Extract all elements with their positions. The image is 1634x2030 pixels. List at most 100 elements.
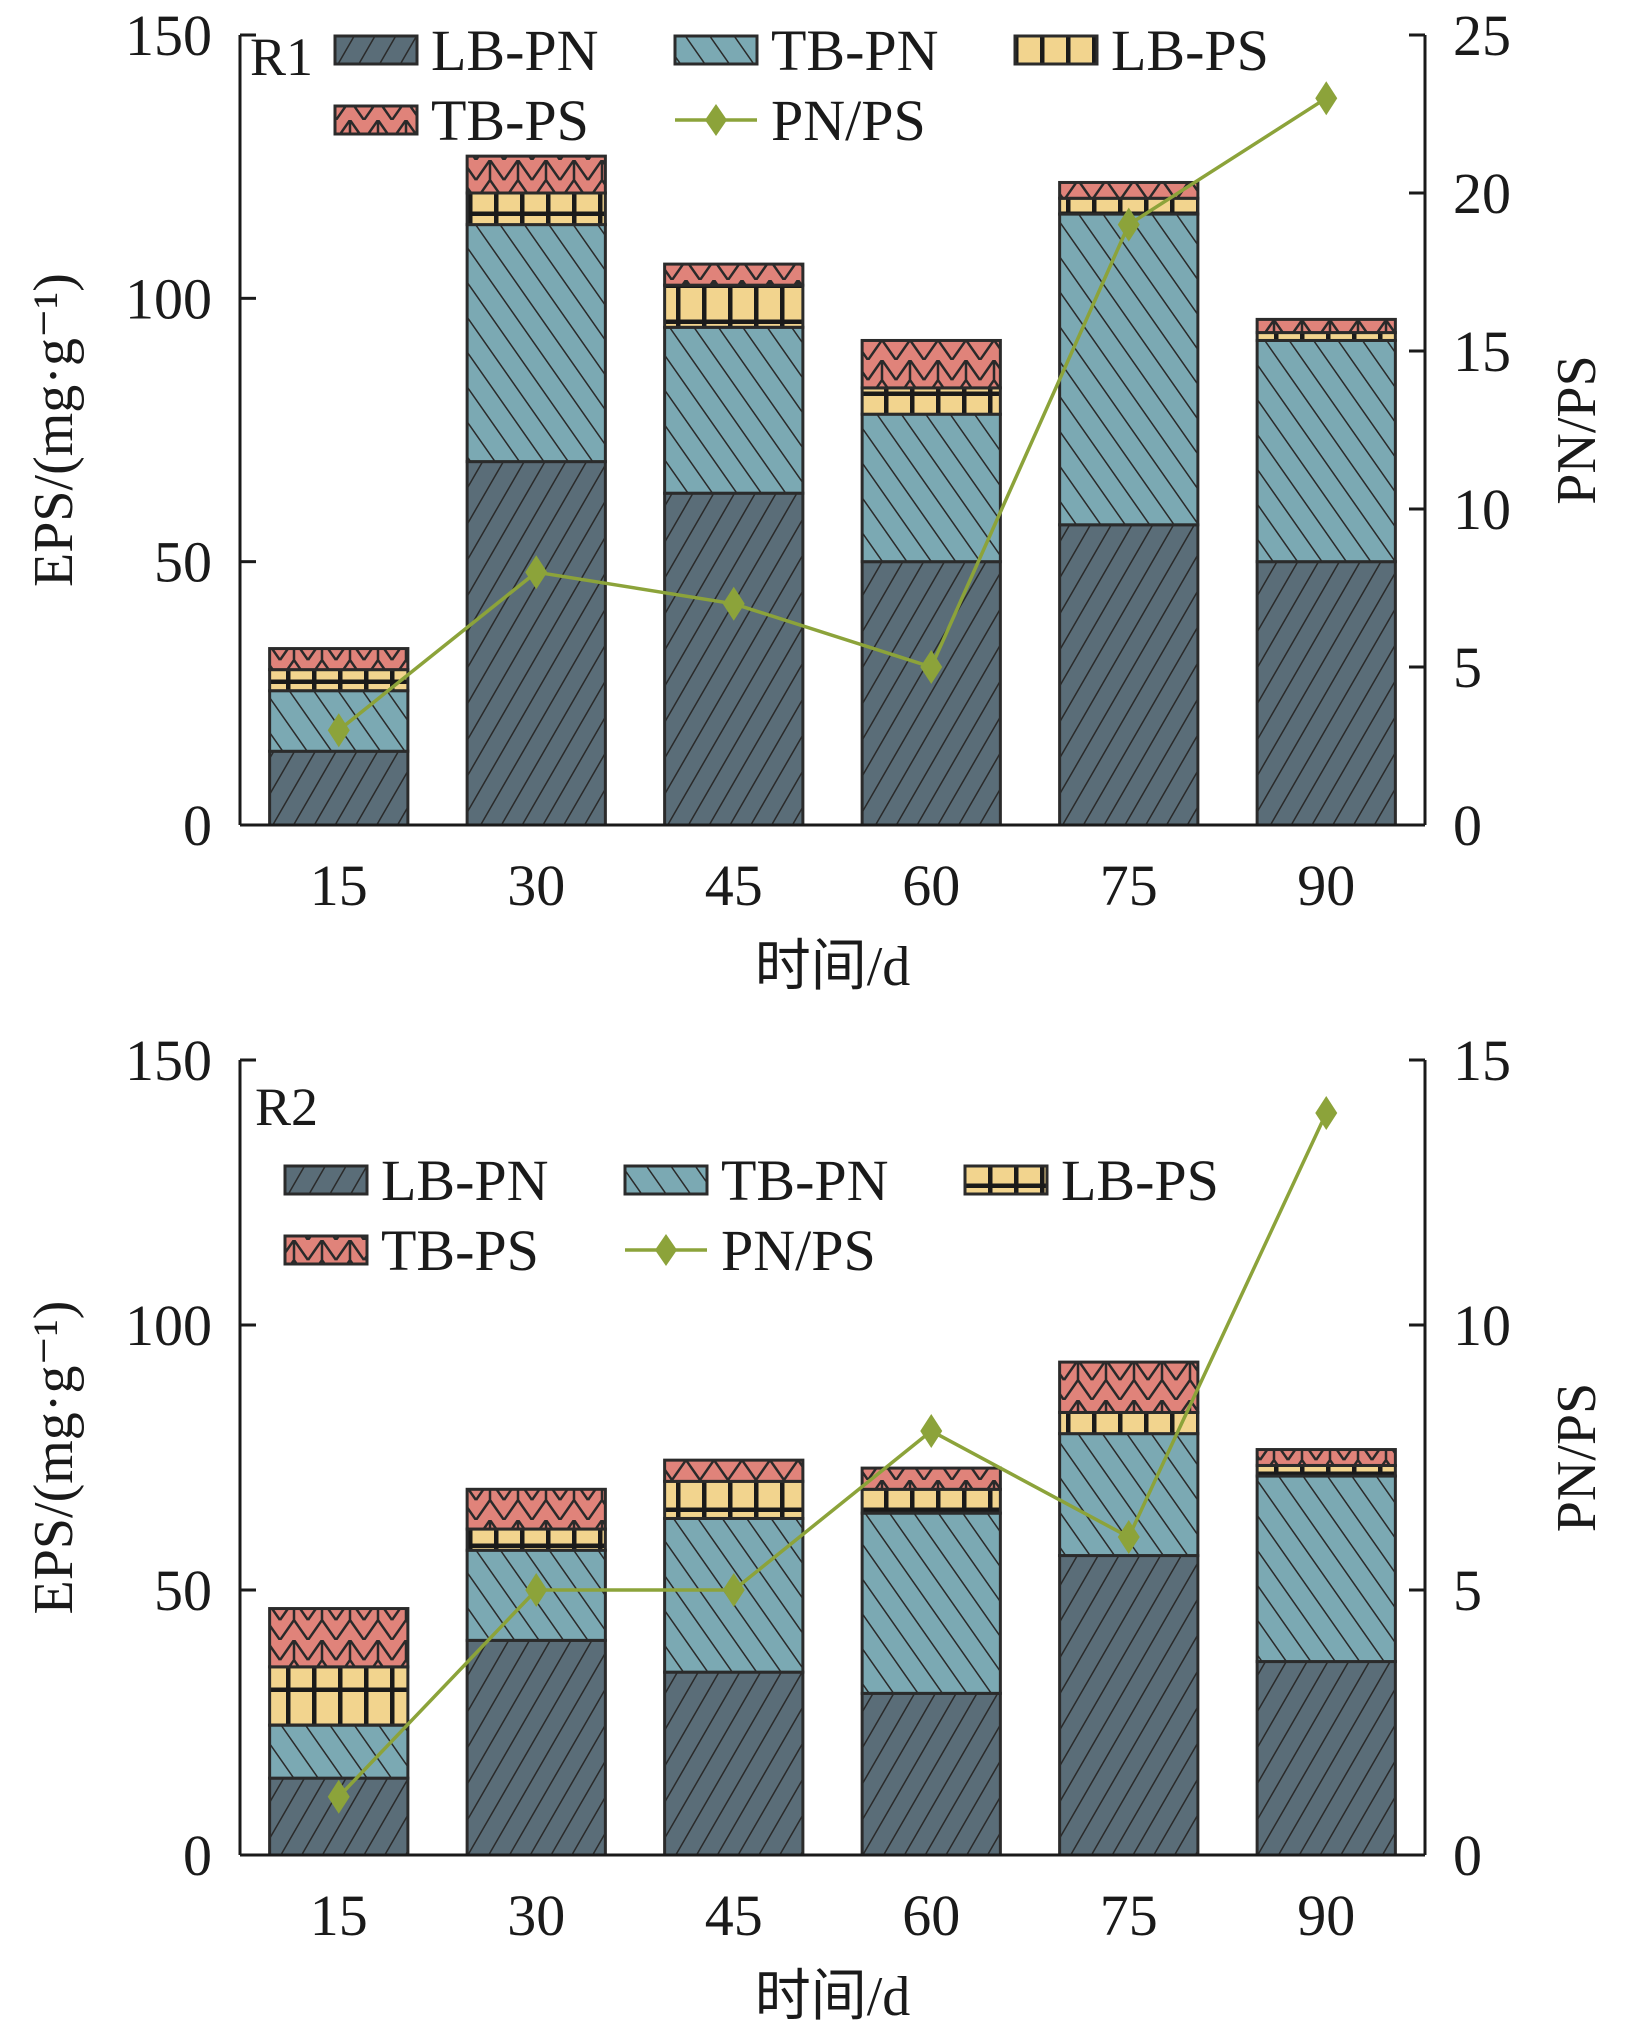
panel-label: R2 xyxy=(255,1077,318,1137)
bar-lb-ps-30 xyxy=(465,191,607,227)
y2-axis-title: PN/PS xyxy=(1546,1383,1608,1532)
x-tick-label: 45 xyxy=(705,1883,763,1948)
y2-tick-label: 10 xyxy=(1453,477,1511,542)
legend-label: LB-PN xyxy=(381,1148,549,1213)
bar-lb-pn-30 xyxy=(465,1638,607,1857)
pn-ps-marker-60 xyxy=(920,650,943,684)
bar-tb-ps-15 xyxy=(268,647,410,672)
bar-lb-pn-60 xyxy=(860,560,1002,827)
bar-lb-ps-90 xyxy=(1255,1463,1397,1478)
legend-label: LB-PN xyxy=(431,18,599,83)
legend-item-pn-ps: PN/PS xyxy=(675,88,926,153)
bar-tb-pn-30 xyxy=(465,223,607,464)
legend-item-tb-pn: TB-PN xyxy=(623,1148,889,1213)
pn-ps-marker-30 xyxy=(525,1573,548,1607)
pn-ps-marker-45 xyxy=(722,586,745,621)
bar-lb-pn-60 xyxy=(860,1691,1002,1857)
legend-item-lb-ps: LB-PS xyxy=(963,1148,1219,1213)
pn-ps-line xyxy=(337,96,1328,732)
pn-ps-marker-15 xyxy=(327,713,350,748)
bar-tb-ps-75 xyxy=(1058,1360,1200,1414)
bar-tb-ps-30 xyxy=(465,154,607,195)
legend-item-lb-pn: LB-PN xyxy=(283,1148,549,1213)
bar-tb-pn-90 xyxy=(1255,338,1397,564)
legend-label: TB-PN xyxy=(771,18,939,83)
y-axis-title: EPS/(mg·g⁻¹) xyxy=(23,273,85,587)
legend: LB-PN TB-PN LB-PS TB-PS PN/PS xyxy=(333,18,1269,153)
panel-r1: 0 50 100 150 0 5 10 15 20 25 15 30 45 60 75 90 时间/d EPS/(… xyxy=(23,3,1608,998)
x-tick-label: 15 xyxy=(310,853,368,918)
bar-lb-ps-45 xyxy=(663,283,805,329)
bar-tb-pn-60 xyxy=(860,412,1002,564)
bar-lb-pn-45 xyxy=(663,491,805,827)
y-tick-label: 0 xyxy=(183,1823,212,1888)
bar-lb-ps-60 xyxy=(860,386,1002,416)
pn-ps-marker-75 xyxy=(1117,207,1140,242)
y-tick-label: 150 xyxy=(125,3,212,68)
y-tick-label: 0 xyxy=(183,793,212,858)
bar-lb-pn-30 xyxy=(465,460,607,827)
y-tick-label: 100 xyxy=(125,1293,212,1358)
legend-item-pn-ps: PN/PS xyxy=(625,1218,876,1283)
bar-tb-ps-45 xyxy=(663,1458,805,1483)
x-tick-label: 75 xyxy=(1100,1883,1158,1948)
bar-tb-pn-45 xyxy=(663,325,805,495)
y-tick-label: 100 xyxy=(125,266,212,331)
bar-tb-pn-90 xyxy=(1255,1474,1397,1664)
legend-swatch xyxy=(623,1164,709,1196)
x-tick-label: 45 xyxy=(705,853,763,918)
y2-tick-label: 5 xyxy=(1453,1558,1482,1623)
bar-tb-ps-15 xyxy=(268,1607,410,1669)
y2-axis-title: PN/PS xyxy=(1546,355,1608,504)
bars xyxy=(268,1360,1397,1857)
legend-item-tb-ps: TB-PS xyxy=(333,88,589,153)
x-axis-title: 时间/d xyxy=(755,1966,911,2028)
bar-lb-pn-90 xyxy=(1255,560,1397,827)
y2-tick-label: 25 xyxy=(1453,3,1511,68)
panel-r2: 0 50 100 150 0 5 10 15 15 30 45 60 75 90 时间/d EPS/(mg·g… xyxy=(23,1028,1608,2028)
legend-marker xyxy=(655,1234,677,1266)
bar-lb-pn-90 xyxy=(1255,1660,1397,1857)
legend-marker xyxy=(705,104,727,136)
pn-ps-marker-15 xyxy=(327,1779,350,1814)
y-tick-label: 150 xyxy=(125,1028,212,1093)
bar-tb-ps-90 xyxy=(1255,1448,1397,1467)
legend-label: PN/PS xyxy=(721,1218,876,1283)
pn-ps-line xyxy=(337,1112,1328,1798)
bar-tb-pn-60 xyxy=(860,1511,1002,1695)
bar-tb-ps-75 xyxy=(1058,180,1200,200)
panel-label: R1 xyxy=(250,27,313,87)
legend-label: LB-PS xyxy=(1111,18,1269,83)
bar-lb-pn-75 xyxy=(1058,1554,1200,1857)
bar-tb-ps-30 xyxy=(465,1487,607,1531)
legend-swatch xyxy=(673,34,759,66)
x-tick-label: 15 xyxy=(310,1883,368,1948)
bar-lb-ps-60 xyxy=(860,1487,1002,1515)
pn-ps-marker-60 xyxy=(920,1414,943,1448)
pn-ps-marker-90 xyxy=(1315,81,1338,116)
legend-swatch xyxy=(1013,34,1099,66)
y2-tick-label: 10 xyxy=(1453,1293,1511,1358)
y-tick-label: 50 xyxy=(154,530,212,595)
x-axis-title: 时间/d xyxy=(755,936,911,998)
y2-tick-label: 0 xyxy=(1453,793,1482,858)
bar-lb-pn-75 xyxy=(1058,523,1200,827)
bar-tb-pn-75 xyxy=(1058,212,1200,527)
y2-tick-label: 20 xyxy=(1453,161,1511,226)
legend-label: TB-PN xyxy=(721,1148,889,1213)
legend-swatch xyxy=(333,104,419,136)
x-tick-label: 30 xyxy=(507,1883,565,1948)
legend-label: LB-PS xyxy=(1061,1148,1219,1213)
x-tick-label: 60 xyxy=(902,1883,960,1948)
legend: LB-PN TB-PN LB-PS TB-PS PN/PS xyxy=(283,1148,1219,1283)
bar-lb-ps-15 xyxy=(268,668,410,693)
x-tick-label: 90 xyxy=(1297,853,1355,918)
legend-label: PN/PS xyxy=(771,88,926,153)
bar-lb-pn-45 xyxy=(663,1670,805,1857)
legend-swatch xyxy=(963,1164,1049,1196)
pn-ps-marker-45 xyxy=(722,1573,745,1607)
pn-ps-marker-75 xyxy=(1117,1520,1140,1554)
y2-tick-label: 15 xyxy=(1453,319,1511,384)
bar-lb-pn-15 xyxy=(268,749,410,827)
bar-lb-ps-15 xyxy=(268,1665,410,1727)
